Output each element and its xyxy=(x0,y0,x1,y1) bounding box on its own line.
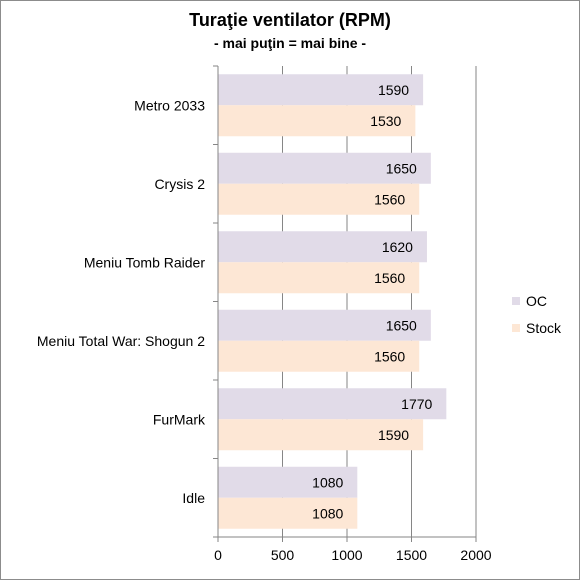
data-label: 1560 xyxy=(374,191,405,207)
data-label: 1590 xyxy=(378,82,409,98)
x-tick-label: 1000 xyxy=(331,547,362,563)
category-label: Idle xyxy=(182,490,205,506)
bar-oc xyxy=(218,309,431,341)
bar-stock xyxy=(218,497,358,529)
x-tick-label: 1500 xyxy=(396,547,427,563)
data-label: 1080 xyxy=(312,505,343,521)
bar-stock xyxy=(218,419,424,451)
x-tick-label: 2000 xyxy=(460,547,491,563)
bar-oc xyxy=(218,74,424,106)
category-label: Meniu Total War: Shogun 2 xyxy=(37,333,205,349)
data-label: 1620 xyxy=(382,239,413,255)
category-label: FurMark xyxy=(153,411,206,427)
axes: 0 500 1000 1500 2000 Metro 2033 Crysis 2 Meniu … xyxy=(37,65,492,563)
data-label: 1560 xyxy=(374,270,405,286)
data-label: 1590 xyxy=(378,427,409,443)
data-label: 1080 xyxy=(312,474,343,490)
data-label: 1770 xyxy=(401,396,432,412)
bar-stock xyxy=(218,262,420,294)
category-label: Meniu Tomb Raider xyxy=(84,254,205,270)
data-label: 1650 xyxy=(386,317,417,333)
gridlines xyxy=(282,66,477,537)
x-tick-label: 0 xyxy=(214,547,222,563)
bar-oc xyxy=(218,466,358,498)
legend-swatch-oc xyxy=(512,297,520,305)
bar-stock xyxy=(218,105,416,137)
bar-stock xyxy=(218,340,420,372)
legend-label-stock: Stock xyxy=(526,320,562,336)
data-label: 1530 xyxy=(370,113,401,129)
category-label: Metro 2033 xyxy=(134,97,205,113)
bar-oc xyxy=(218,231,427,263)
legend: OC Stock xyxy=(512,293,562,336)
chart-subtitle: - mai puţin = mai bine - xyxy=(213,35,367,51)
data-label: 1650 xyxy=(386,160,417,176)
data-label: 1560 xyxy=(374,348,405,364)
legend-label-oc: OC xyxy=(526,293,547,309)
bars: 1590 1530 1650 1560 1620 1560 1650 1560 1770 1590… xyxy=(218,74,447,529)
category-label: Crysis 2 xyxy=(154,176,205,192)
legend-swatch-stock xyxy=(512,324,520,332)
bar-oc xyxy=(218,388,447,420)
bar-oc xyxy=(218,152,431,184)
x-tick-label: 500 xyxy=(271,547,295,563)
bar-stock xyxy=(218,183,420,215)
chart-title: Turaţie ventilator (RPM) xyxy=(189,10,391,30)
